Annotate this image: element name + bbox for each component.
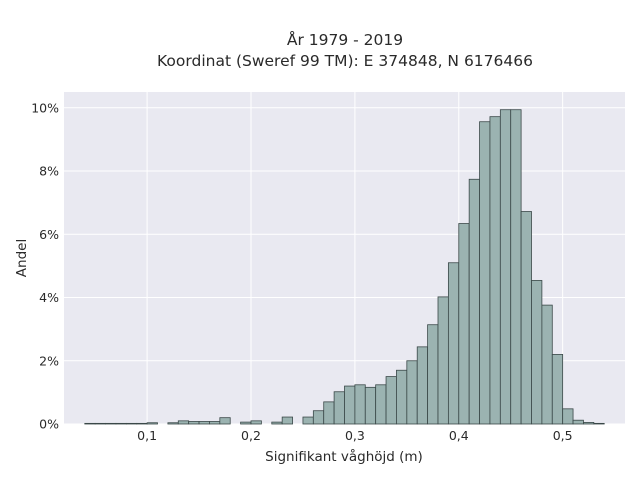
y-axis-label: Andel [14, 239, 30, 277]
histogram-bar [458, 223, 470, 425]
y-tick-label: 4% [39, 290, 59, 305]
histogram-bar [312, 410, 325, 425]
histogram-bar [250, 420, 262, 425]
histogram-bar [406, 360, 418, 425]
histogram-bar [344, 385, 356, 425]
histogram-bar [396, 369, 408, 425]
histogram-bar [125, 422, 138, 425]
histogram-bar [302, 416, 314, 425]
histogram-bar [437, 296, 449, 425]
y-axis-ticks: 0% 2% 4% 6% 8% 10% [31, 100, 59, 431]
histogram-bar [489, 116, 501, 425]
histogram-bar [271, 421, 283, 425]
histogram-bar [375, 384, 387, 425]
histogram-bar [188, 421, 200, 425]
x-axis-ticks: 0,1 0,2 0,3 0,4 0,5 [137, 428, 572, 443]
histogram-bar [479, 121, 491, 425]
histogram-bar [416, 346, 429, 425]
histogram-bar [94, 422, 106, 425]
y-tick-label: 0% [39, 417, 59, 432]
bars [84, 109, 605, 425]
histogram-bar [333, 391, 345, 425]
chart-subtitle: Koordinat (Sweref 99 TM): E 374848, N 61… [157, 52, 533, 70]
histogram-bar [146, 422, 158, 425]
histogram-bar [593, 422, 605, 425]
histogram-bar [499, 109, 512, 425]
histogram-bar [541, 304, 553, 425]
x-tick-label: 0,4 [449, 428, 469, 443]
histogram-bar [84, 422, 96, 425]
x-tick-label: 0,3 [345, 428, 365, 443]
x-tick-label: 0,5 [553, 428, 573, 443]
histogram-bar [572, 419, 584, 425]
histogram-bar [354, 384, 366, 425]
y-tick-label: 8% [39, 164, 59, 179]
histogram-bar [562, 408, 574, 425]
histogram-bar [520, 211, 532, 425]
histogram-bar [136, 422, 148, 425]
histogram-bar [510, 109, 522, 425]
histogram-bar [427, 324, 439, 425]
histogram-bar [167, 422, 179, 425]
histogram-bar [105, 422, 117, 425]
histogram-bar [551, 354, 564, 425]
x-axis-label: Signifikant våghöjd (m) [265, 448, 423, 465]
histogram-bar [198, 421, 210, 425]
histogram-bar [531, 280, 543, 425]
y-tick-label: 2% [39, 353, 59, 368]
histogram-bar [281, 416, 293, 425]
histogram-bar [177, 420, 190, 425]
histogram-bar [447, 262, 460, 425]
x-tick-label: 0,1 [137, 428, 157, 443]
x-tick-label: 0,2 [241, 428, 261, 443]
histogram-bar [583, 422, 595, 425]
histogram-bar [219, 417, 231, 425]
histogram-bar [385, 376, 397, 425]
histogram-bar [209, 421, 221, 425]
histogram-bar [323, 401, 335, 425]
chart-title: År 1979 - 2019 [287, 30, 403, 49]
y-tick-label: 10% [31, 100, 59, 115]
histogram-bar [240, 421, 252, 425]
y-tick-label: 6% [39, 227, 59, 242]
histogram-bar [115, 422, 127, 425]
histogram-bar [468, 178, 480, 425]
histogram-bar [364, 386, 377, 425]
